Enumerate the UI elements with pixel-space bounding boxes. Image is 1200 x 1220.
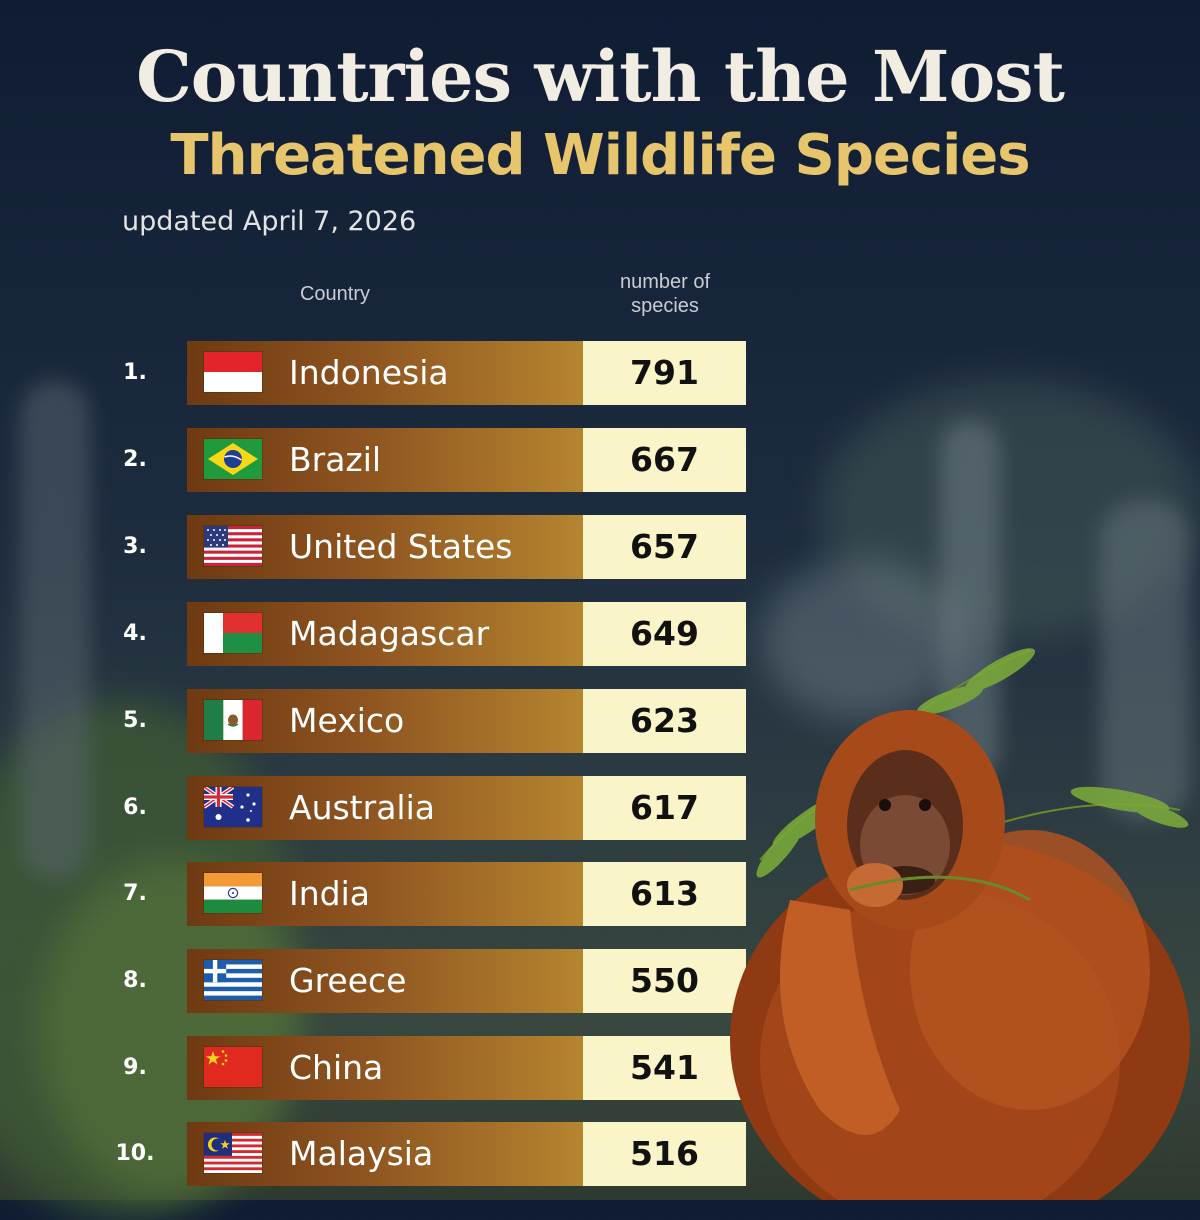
country-bar: United States bbox=[187, 515, 583, 579]
column-header-country: Country bbox=[299, 283, 371, 305]
rank-label: 1. bbox=[123, 360, 147, 385]
country-name: Mexico bbox=[289, 701, 405, 740]
mexico-flag-icon bbox=[204, 700, 262, 740]
usa-flag-icon bbox=[204, 526, 262, 566]
table-row: 8. Greece 550 bbox=[0, 949, 760, 1013]
table-row: 5. Mexico 623 bbox=[0, 689, 760, 753]
rank-label: 6. bbox=[123, 795, 147, 820]
species-count: 667 bbox=[583, 428, 746, 492]
country-bar: Indonesia bbox=[187, 341, 583, 405]
rank-label: 7. bbox=[123, 881, 147, 906]
china-flag-icon bbox=[204, 1047, 262, 1087]
country-name: Indonesia bbox=[289, 353, 449, 392]
title-line-1: Countries with the Most bbox=[136, 35, 1065, 118]
species-count: 613 bbox=[583, 862, 746, 926]
species-count: 657 bbox=[583, 515, 746, 579]
australia-flag-icon bbox=[204, 787, 262, 827]
country-bar: Mexico bbox=[187, 689, 583, 753]
greece-flag-icon bbox=[204, 960, 262, 1000]
table-row: 9. China 541 bbox=[0, 1036, 760, 1100]
country-bar: India bbox=[187, 862, 583, 926]
species-count: 623 bbox=[583, 689, 746, 753]
column-header-number-line2: species bbox=[631, 295, 699, 317]
species-count: 550 bbox=[583, 949, 746, 1013]
country-name: Madagascar bbox=[289, 614, 490, 653]
country-bar: Madagascar bbox=[187, 602, 583, 666]
rank-label: 5. bbox=[123, 708, 147, 733]
country-bar: Brazil bbox=[187, 428, 583, 492]
table-row: 2. Brazil 667 bbox=[0, 428, 760, 492]
country-name: Australia bbox=[289, 788, 435, 827]
species-count: 791 bbox=[583, 341, 746, 405]
country-name: India bbox=[289, 874, 370, 913]
india-flag-icon bbox=[204, 873, 262, 913]
rank-label: 3. bbox=[123, 534, 147, 559]
country-name: Brazil bbox=[289, 440, 382, 479]
species-count: 516 bbox=[583, 1122, 746, 1186]
table-row: 10. Malaysia 516 bbox=[0, 1122, 760, 1186]
country-name: Greece bbox=[289, 961, 407, 1000]
rank-label: 9. bbox=[123, 1055, 147, 1080]
table-row: 3. United States 657 bbox=[0, 515, 760, 579]
country-name: United States bbox=[289, 527, 513, 566]
brazil-flag-icon bbox=[204, 439, 262, 479]
table-row: 7. India 613 bbox=[0, 862, 760, 926]
rank-label: 2. bbox=[123, 447, 147, 472]
title-line-2: Threatened Wildlife Species bbox=[170, 123, 1030, 188]
rank-label: 4. bbox=[123, 621, 147, 646]
indonesia-flag-icon bbox=[204, 352, 262, 392]
country-name: Malaysia bbox=[289, 1134, 434, 1173]
column-header-number: number of species bbox=[580, 270, 750, 318]
species-count: 617 bbox=[583, 776, 746, 840]
country-bar: Malaysia bbox=[187, 1122, 583, 1186]
orangutan-illustration bbox=[730, 648, 1190, 1200]
country-bar: China bbox=[187, 1036, 583, 1100]
species-count: 541 bbox=[583, 1036, 746, 1100]
country-name: China bbox=[289, 1048, 384, 1087]
subtitle: updated April 7, 2026 bbox=[122, 206, 417, 237]
table-row: 1. Indonesia 791 bbox=[0, 341, 760, 405]
table-row: 6. Australia 617 bbox=[0, 776, 760, 840]
malaysia-flag-icon bbox=[204, 1133, 262, 1173]
madagascar-flag-icon bbox=[204, 613, 262, 653]
table-row: 4. Madagascar 649 bbox=[0, 602, 760, 666]
species-count: 649 bbox=[583, 602, 746, 666]
country-bar: Greece bbox=[187, 949, 583, 1013]
rank-label: 10. bbox=[115, 1141, 155, 1166]
country-bar: Australia bbox=[187, 776, 583, 840]
column-header-number-line1: number of bbox=[619, 271, 711, 293]
rank-label: 8. bbox=[123, 968, 147, 993]
